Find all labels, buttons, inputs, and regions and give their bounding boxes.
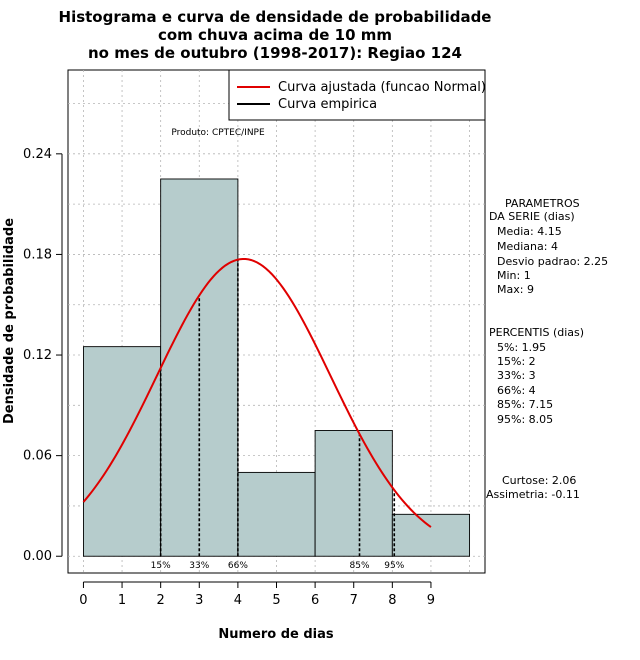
x-tick-label: 7: [350, 593, 358, 608]
parameters-panel: PARAMETROS DA SERIE (dias) Media: 4.15 M…: [489, 197, 608, 296]
x-axis-label: Numero de dias: [218, 627, 334, 642]
x-tick-label: 8: [388, 593, 396, 608]
chart-title-line-2: com chuva acima de 10 mm: [158, 26, 392, 44]
x-tick-label: 4: [234, 593, 242, 608]
percentile-line: PERCENTIS (dias): [489, 326, 584, 339]
legend: Curva ajustada (funcao Normal) Curva emp…: [228, 69, 486, 121]
percentile-label: 15%: [151, 561, 171, 571]
percentile-line: 33%: 3: [497, 369, 536, 382]
param-line: Mediana: 4: [497, 240, 558, 253]
x-tick-label: 2: [157, 593, 165, 608]
credit-label: Produto: CPTEC/INPE: [171, 128, 265, 138]
percentile-label: 33%: [189, 561, 209, 571]
y-tick-label: 0.12: [23, 348, 52, 363]
percentile-label: 95%: [384, 561, 404, 571]
param-line: Min: 1: [497, 269, 531, 282]
percentile-label: 66%: [228, 561, 248, 571]
x-tick-label: 6: [311, 593, 319, 608]
legend-label-empirical: Curva empirica: [278, 97, 377, 112]
param-line: Max: 9: [497, 283, 534, 296]
histogram-bar: [314, 430, 393, 557]
x-tick-label: 5: [272, 593, 280, 608]
x-tick-label: 1: [118, 593, 126, 608]
histogram-bar: [82, 346, 162, 557]
param-line: DA SERIE (dias): [489, 210, 575, 223]
percentile-line: 66%: 4: [497, 384, 536, 397]
percentile-line: 5%: 1.95: [497, 341, 546, 354]
y-tick-label: 0.18: [23, 247, 52, 262]
param-line: Media: 4.15: [497, 225, 562, 238]
normal-fit-curve: [82, 257, 432, 528]
kurtosis-label: Curtose: 2.06: [502, 474, 576, 487]
x-tick-label: 0: [79, 593, 87, 608]
chart-title-line-1: Histograma e curva de densidade de proba…: [59, 8, 492, 26]
x-tick-label: 3: [195, 593, 203, 608]
x-axis: 0 1 2 3 4 5 6 7 8 9: [79, 581, 435, 608]
percentile-label: 85%: [350, 561, 370, 571]
x-tick-label: 9: [427, 593, 435, 608]
percentile-line: 15%: 2: [497, 355, 536, 368]
percentiles-panel: PERCENTIS (dias) 5%: 1.95 15%: 2 33%: 3 …: [489, 326, 584, 426]
histogram-bar: [237, 471, 316, 557]
chart-title-line-3: no mes de outubro (1998-2017): Regiao 12…: [88, 44, 462, 62]
param-line: PARAMETROS: [505, 197, 580, 210]
y-axis-label: Densidade de probabilidade: [2, 218, 17, 424]
y-tick-label: 0.06: [23, 449, 52, 464]
y-tick-label: 0.00: [23, 549, 52, 564]
percentile-line: 95%: 8.05: [497, 413, 553, 426]
legend-box: [228, 69, 486, 121]
percentile-line: 85%: 7.15: [497, 398, 553, 411]
y-axis: 0.00 0.06 0.12 0.18 0.24: [23, 147, 63, 564]
param-line: Desvio padrao: 2.25: [497, 255, 608, 268]
percentile-lines: 15% 33% 66% 85% 95%: [151, 259, 405, 571]
histogram-bar: [391, 513, 471, 557]
skewness-label: Assimetria: -0.11: [486, 488, 580, 501]
legend-label-normal: Curva ajustada (funcao Normal): [278, 80, 486, 95]
y-tick-label: 0.24: [23, 147, 52, 162]
